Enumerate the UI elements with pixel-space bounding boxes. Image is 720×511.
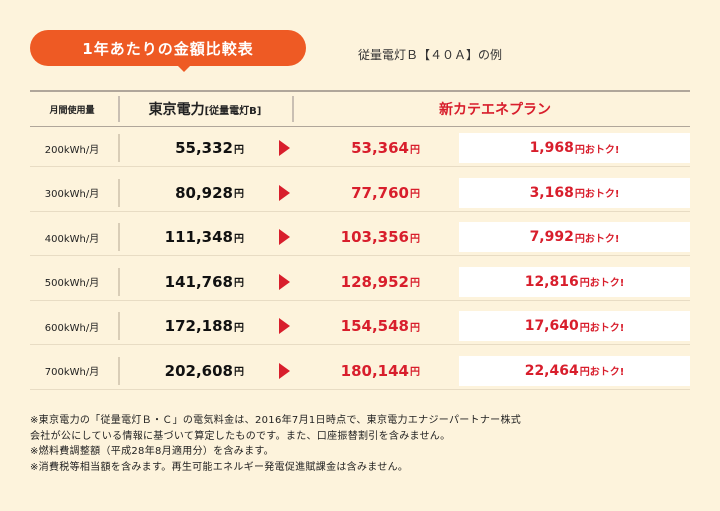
- row-divider: [118, 223, 120, 252]
- title-badge-pointer: [177, 65, 191, 72]
- header-divider: [118, 96, 120, 122]
- savings-box: 12,816 円おトク!: [459, 266, 690, 297]
- savings-suffix: 円おトク!: [579, 367, 625, 379]
- yen-unit: 円: [234, 189, 244, 201]
- savings-value: 3,168: [529, 184, 574, 201]
- tepco-price: 80,928 円: [120, 175, 244, 211]
- savings-box: 1,968 円おトク!: [459, 133, 690, 163]
- tepco-price-value: 111,348: [164, 228, 233, 247]
- table-top-rule: [30, 90, 690, 92]
- savings-suffix: 円おトク!: [574, 189, 620, 201]
- usage-cell: 400kWh/月: [44, 233, 100, 245]
- header-tepco-label: 東京電力: [148, 102, 205, 118]
- footnote: 会社が公にしている情報に基づいて算定したものです。また、口座振替割引を含みません…: [30, 430, 451, 442]
- tepco-price: 202,608 円: [120, 353, 244, 389]
- yen-unit: 円: [234, 322, 244, 334]
- row-divider: [118, 267, 120, 296]
- footnote: ※東京電力の「従量電灯Ｂ・Ｃ」の電気料金は、2016年7月1日時点で、東京電力エ…: [30, 415, 522, 426]
- savings-value: 12,816: [524, 273, 579, 290]
- arrow-right-icon: [279, 273, 290, 290]
- yen-unit: 円: [410, 233, 420, 245]
- new-plan-price-value: 154,548: [340, 317, 409, 336]
- arrow-right-icon: [279, 318, 290, 335]
- savings-box: 7,992 円おトク!: [459, 222, 690, 253]
- new-plan-price: 53,364 円: [300, 130, 420, 166]
- arrow-right-icon: [279, 140, 290, 156]
- yen-unit: 円: [234, 278, 244, 290]
- tepco-price-value: 202,608: [164, 361, 233, 380]
- new-plan-price: 103,356 円: [300, 219, 420, 255]
- yen-unit: 円: [234, 367, 244, 379]
- savings-suffix: 円おトク!: [574, 233, 620, 245]
- table-row: 300kWh/月 80,928 円 77,760 円 3,168 円おトク!: [30, 175, 690, 212]
- header-new-plan: 新カテエネプラン: [439, 102, 551, 118]
- table-header: 月間使用量 東京電力 [従量電灯B] 新カテエネプラン: [30, 92, 690, 126]
- new-plan-price-value: 103,356: [340, 228, 409, 247]
- yen-unit: 円: [410, 189, 420, 201]
- tepco-price-value: 172,188: [164, 317, 233, 336]
- yen-unit: 円: [410, 367, 420, 379]
- table-row: 700kWh/月 202,608 円 180,144 円 22,464 円おトク!: [30, 353, 690, 390]
- savings-value: 1,968: [529, 140, 574, 156]
- table-row: 200kWh/月 55,332 円 53,364 円 1,968 円おトク!: [30, 130, 690, 167]
- savings-box: 22,464 円おトク!: [459, 355, 690, 386]
- usage-cell: 700kWh/月: [44, 367, 100, 379]
- new-plan-price-value: 77,760: [351, 183, 409, 202]
- row-divider: [118, 312, 120, 341]
- arrow-right-icon: [279, 362, 290, 379]
- title-badge: 1年あたりの金額比較表: [30, 30, 306, 66]
- tepco-price-value: 55,332: [175, 139, 233, 157]
- plan-note: 従量電灯Ｂ【４０Ａ】の例: [358, 48, 503, 62]
- table-row: 400kWh/月 111,348 円 103,356 円 7,992 円おトク!: [30, 219, 690, 257]
- row-divider: [118, 134, 120, 162]
- header-usage: 月間使用量: [49, 105, 95, 116]
- table-row: 500kWh/月 141,768 円 128,952 円 12,816 円おトク!: [30, 264, 690, 301]
- tepco-price: 55,332 円: [120, 130, 244, 166]
- arrow-right-icon: [279, 184, 290, 201]
- savings-suffix: 円おトク!: [579, 322, 625, 334]
- tepco-price: 172,188 円: [120, 308, 244, 344]
- savings-value: 22,464: [524, 362, 579, 379]
- comparison-rows: 200kWh/月 55,332 円 53,364 円 1,968 円おトク! 300k…: [30, 130, 690, 398]
- usage-cell: 200kWh/月: [44, 144, 100, 156]
- footnote: ※燃料費調整額（平成28年8月適用分）を含みます。: [30, 446, 274, 457]
- usage-cell: 300kWh/月: [44, 189, 100, 201]
- yen-unit: 円: [234, 144, 244, 156]
- arrow-right-icon: [279, 229, 290, 246]
- new-plan-price: 77,760 円: [300, 175, 420, 211]
- new-plan-price-value: 180,144: [340, 361, 409, 380]
- savings-suffix: 円おトク!: [574, 144, 620, 156]
- tepco-price: 141,768 円: [120, 264, 244, 300]
- header-tepco-sub: [従量電灯B]: [204, 105, 262, 117]
- table-row: 600kWh/月 172,188 円 154,548 円 17,640 円おトク!: [30, 308, 690, 346]
- footnotes: ※東京電力の「従量電灯Ｂ・Ｃ」の電気料金は、2016年7月1日時点で、東京電力エ…: [30, 413, 700, 475]
- tepco-price: 111,348 円: [120, 219, 244, 255]
- new-plan-price: 180,144 円: [300, 353, 420, 389]
- usage-cell: 500kWh/月: [44, 278, 100, 290]
- usage-cell: 600kWh/月: [44, 322, 100, 334]
- new-plan-price-value: 53,364: [351, 139, 409, 157]
- savings-box: 17,640 円おトク!: [459, 311, 690, 342]
- yen-unit: 円: [410, 278, 420, 290]
- header-divider: [292, 96, 294, 122]
- row-divider: [118, 178, 120, 207]
- title-badge-text: 1年あたりの金額比較表: [82, 39, 254, 58]
- new-plan-price: 128,952 円: [300, 264, 420, 300]
- savings-box: 3,168 円おトク!: [459, 177, 690, 208]
- yen-unit: 円: [410, 322, 420, 334]
- table-header-rule: [30, 126, 690, 127]
- footnote: ※消費税等相当額を含みます。再生可能エネルギー発電促進賦課金は含みません。: [30, 461, 409, 473]
- savings-value: 17,640: [524, 318, 579, 335]
- new-plan-price: 154,548 円: [300, 308, 420, 344]
- tepco-price-value: 141,768: [164, 272, 233, 291]
- savings-value: 7,992: [529, 229, 574, 246]
- tepco-price-value: 80,928: [175, 183, 233, 202]
- yen-unit: 円: [234, 233, 244, 245]
- row-divider: [118, 356, 120, 385]
- yen-unit: 円: [410, 144, 420, 156]
- savings-suffix: 円おトク!: [579, 278, 625, 290]
- header-tepco: 東京電力 [従量電灯B]: [122, 92, 288, 126]
- new-plan-price-value: 128,952: [340, 272, 409, 291]
